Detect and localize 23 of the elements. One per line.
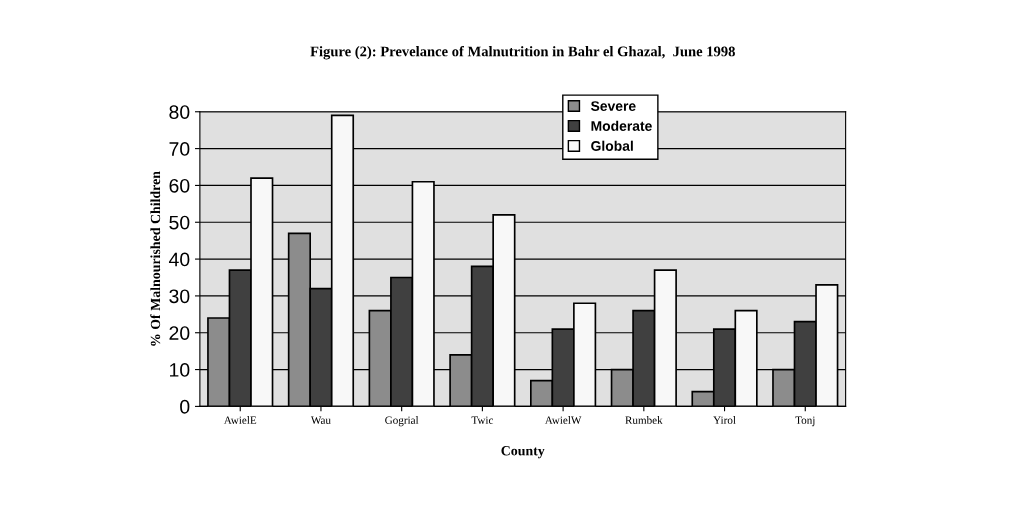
x-tick-label: Rumbek: [625, 416, 663, 424]
x-tick-label: AwielW: [544, 416, 582, 424]
y-tick-label: 40: [168, 252, 190, 267]
x-axis-title: County: [501, 446, 545, 459]
x-tick-label: AwielE: [223, 416, 257, 424]
x-tick-label: Wau: [310, 416, 331, 424]
chart-title: Figure (2): Prevelance of Malnutrition in Bahr el Ghazal, June 1998: [310, 45, 735, 60]
y-tick-label: 70: [169, 142, 190, 156]
x-tick-label: Yirol: [713, 416, 736, 424]
y-tick-label: 60: [169, 178, 190, 193]
y-tick-label: 80: [169, 105, 190, 119]
y-tick-label: 30: [169, 289, 190, 304]
y-tick-label: 0: [180, 399, 190, 414]
x-tick-label: Gogrial: [385, 416, 419, 427]
legend-label: Moderate: [591, 120, 652, 131]
x-tick-label: Twic: [471, 416, 494, 424]
x-tick-label: Tonj: [795, 416, 815, 427]
y-tick-label: 50: [169, 215, 190, 230]
legend-label: Global: [591, 140, 633, 151]
y-axis-title: % Of Malnourished Children: [150, 171, 161, 346]
legend-label: Severe: [590, 101, 636, 111]
y-tick-label: 10: [170, 363, 190, 377]
y-tick-label: 20: [169, 326, 190, 340]
